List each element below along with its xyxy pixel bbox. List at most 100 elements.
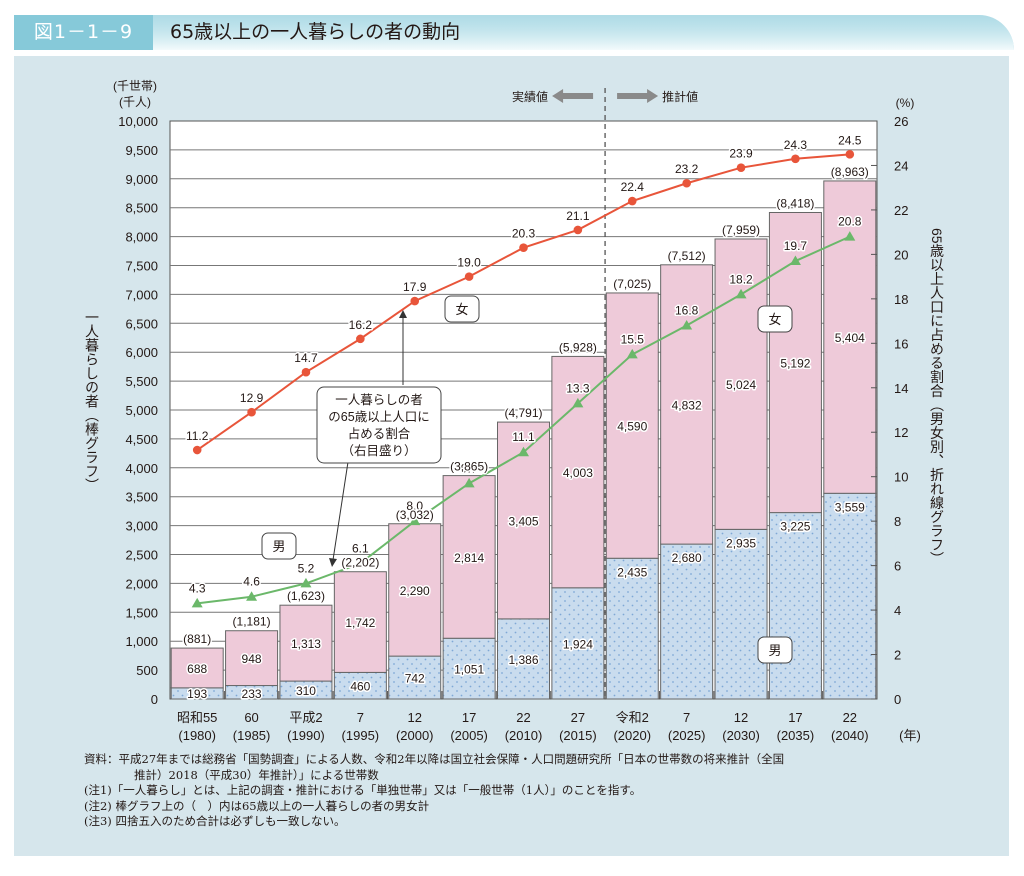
bar-female: [225, 630, 279, 687]
tag-male-line: 男: [272, 539, 285, 554]
figure-number: 図1－1－9: [14, 15, 153, 50]
note-1: (注1)「一人暮らし」とは、上記の調査・推計における「単独世帯」又は「一般世帯（…: [84, 783, 642, 797]
y-right-tick-label: 4: [894, 603, 901, 618]
x-tick-year: (2030): [722, 728, 760, 743]
y-left-tick-label: 9,500: [125, 143, 158, 158]
tag-female-line-box: [444, 295, 480, 323]
tag-male-bar-box: [757, 636, 793, 664]
x-tick-label: 22: [843, 710, 857, 725]
bar-label-total: (1,181): [233, 615, 271, 629]
point-male: [300, 577, 312, 588]
bar-male: [333, 671, 387, 700]
bar-label-total: (2,202): [341, 556, 379, 570]
y-right-tick-label: 18: [894, 292, 908, 307]
callout-text: 占める割合: [348, 426, 411, 441]
point-female: [356, 334, 365, 344]
bar-male: [768, 512, 822, 700]
line-label-male: 20.8: [838, 215, 862, 229]
callout-box: [316, 386, 442, 464]
y-right-unit: (%): [896, 96, 915, 110]
bar-label-male: 1,924: [563, 637, 593, 651]
line-label-female: 17.9: [403, 280, 427, 294]
x-tick-label: 7: [683, 710, 690, 725]
line-label-female: 24.5: [838, 133, 862, 147]
bar-label-male: 193: [187, 687, 207, 701]
point-female: [519, 243, 528, 253]
bar-label-male: 2,435: [617, 565, 647, 579]
x-tick-label: 17: [788, 710, 802, 725]
callout-arrow-down: [332, 461, 349, 561]
bar-label-female: 948: [242, 652, 262, 666]
y-left-tick-label: 5,500: [125, 374, 158, 389]
point-male: [789, 255, 801, 266]
y-left-tick-label: 0: [151, 692, 158, 707]
bar-label-female: 4,832: [672, 398, 702, 412]
bar-label-female: 5,024: [726, 378, 756, 392]
bar-female: [660, 264, 714, 545]
bar-male: [551, 587, 605, 700]
source-notes: 資料：平成27年までは総務省「国勢調査」による人数、令和2年以降は国立社会保障・…: [84, 752, 784, 830]
y-left-tick-label: 9,000: [125, 172, 158, 187]
y-left-tick-label: 4,500: [125, 432, 158, 447]
bar-male: [714, 528, 768, 700]
tag-female-bar: 女: [768, 312, 781, 327]
bar-label-total: (3,865): [450, 460, 488, 474]
y-right-tick-label: 14: [894, 381, 908, 396]
y-left-tick-label: 7,500: [125, 259, 158, 274]
line-label-female: 22.4: [621, 180, 645, 194]
point-male: [191, 597, 203, 608]
point-male: [735, 288, 747, 299]
line-label-male: 11.1: [512, 430, 535, 444]
arrow-left-icon: [552, 89, 594, 103]
point-female: [301, 367, 311, 377]
line-label-male: 18.2: [729, 272, 753, 286]
line-label-male: 4.3: [189, 581, 206, 595]
point-female: [682, 178, 691, 188]
line-label-female: 11.2: [186, 429, 209, 443]
y-right-tick-label: 24: [894, 158, 908, 173]
callout-text: （右目盛り）: [341, 443, 416, 458]
bar-label-female: 1,313: [291, 637, 321, 651]
bar-male: [823, 492, 877, 700]
point-male: [463, 477, 475, 488]
callout-arrowhead-down: [329, 558, 337, 567]
point-female: [791, 154, 800, 164]
bar-female: [551, 355, 605, 589]
bar-label-total: (3,032): [396, 508, 434, 522]
x-tick-year: (2000): [396, 728, 434, 743]
y-left-unit: (千世帯): [113, 79, 157, 93]
bar-label-female: 4,590: [617, 420, 647, 434]
y-right-tick-label: 22: [894, 203, 908, 218]
bar-label-total: (881): [183, 632, 211, 646]
callout-text: 一人暮らしの者: [335, 393, 423, 407]
point-female: [573, 225, 583, 235]
note-3: (注3) 四捨五入のため合計は必ずしも一致しない。: [84, 814, 346, 828]
y-right-tick-label: 12: [894, 425, 908, 440]
bar-label-total: (7,025): [613, 277, 651, 291]
point-male: [409, 515, 421, 526]
bar-female: [279, 604, 333, 682]
bar-label-female: 2,814: [454, 551, 484, 565]
line-label-male: 16.8: [675, 304, 699, 318]
bar-male: [497, 618, 550, 700]
x-tick-year: (2005): [450, 728, 488, 743]
x-tick-year: (2025): [668, 728, 706, 743]
y-left-tick-label: 1,000: [125, 634, 158, 649]
bar-label-male: 2,680: [672, 551, 702, 565]
y-right-tick-label: 2: [894, 648, 901, 663]
y-left-tick-label: 6,000: [125, 345, 158, 360]
label-actual: 実績値: [512, 89, 548, 104]
x-tick-label: 7: [357, 710, 364, 725]
point-male: [354, 557, 366, 568]
point-female: [410, 296, 420, 306]
y-right-tick-label: 26: [894, 114, 908, 129]
x-tick-label: 平成2: [289, 710, 322, 725]
y-left-tick-label: 3,500: [125, 490, 158, 505]
tag-male-bar: 男: [768, 643, 781, 658]
note-source-cont: 推計）2018（平成30）年推計）」による世帯数: [134, 767, 379, 782]
y-left-tick-label: 8,500: [125, 201, 158, 216]
bar-label-male: 3,559: [835, 500, 865, 514]
x-tick-year: (1990): [287, 728, 325, 743]
line-label-female: 21.1: [566, 209, 590, 223]
